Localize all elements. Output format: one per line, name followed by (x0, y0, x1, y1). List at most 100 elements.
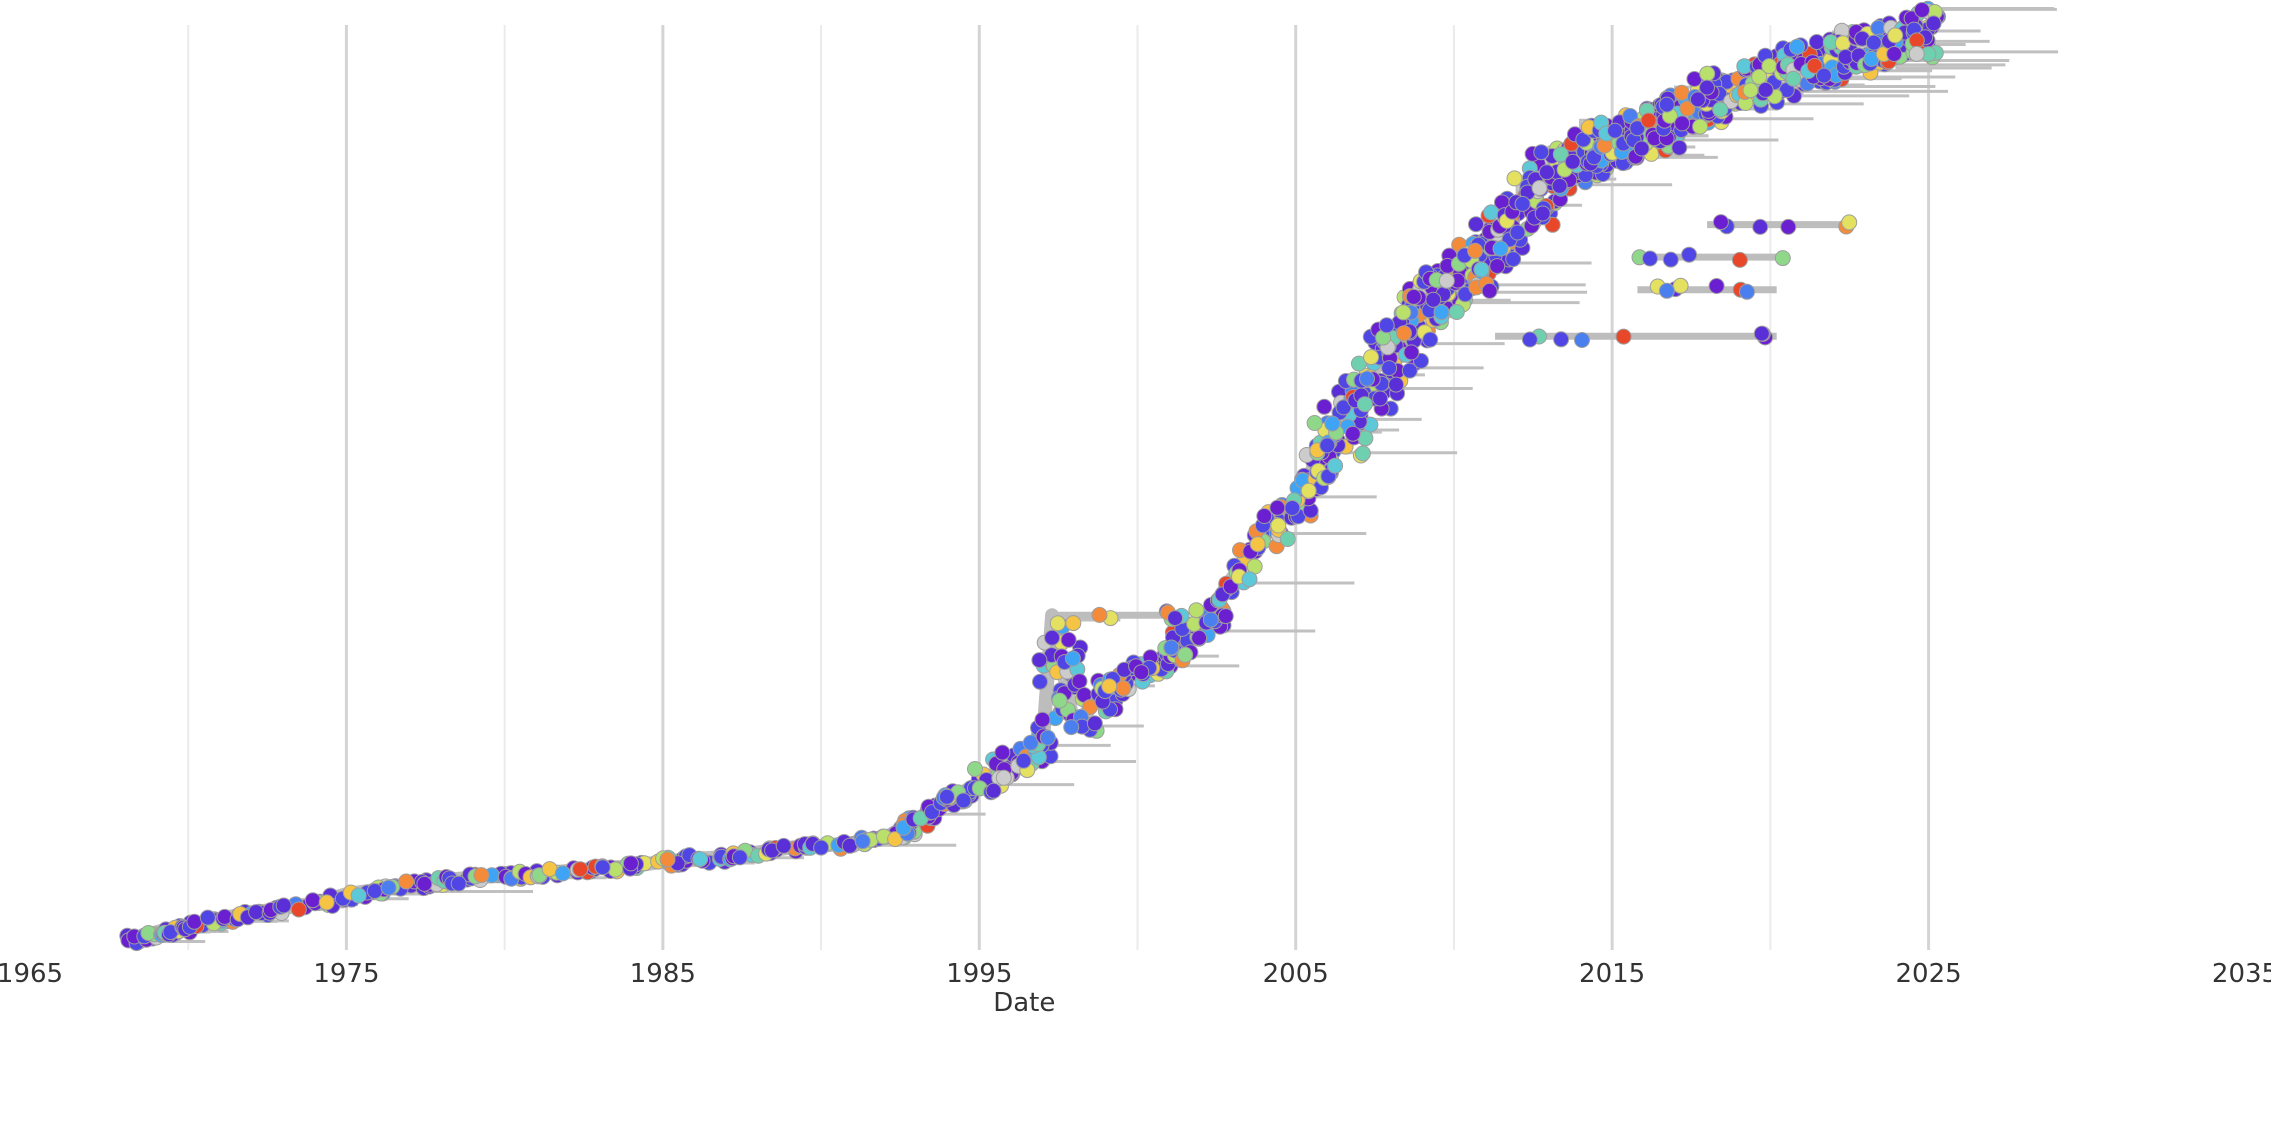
tip-point (1044, 629, 1061, 646)
tip-point (854, 833, 871, 850)
tip-point (1065, 615, 1082, 632)
tip-point (1401, 362, 1418, 379)
tip-point (199, 909, 216, 926)
tip-point (1032, 673, 1048, 690)
x-tick-label: 1975 (313, 959, 379, 989)
tip-point (1534, 205, 1551, 222)
tip-point (1699, 65, 1716, 82)
tip-point (1091, 606, 1108, 623)
tip-point (304, 892, 321, 909)
tip-point (1395, 325, 1412, 342)
tip-point (967, 761, 983, 777)
x-tick-label: 2035 (2212, 959, 2271, 989)
tip-point (1467, 242, 1484, 259)
tip-point (1086, 715, 1103, 732)
tip-point (1564, 153, 1581, 170)
tip-point (1327, 457, 1344, 474)
tip-point (1217, 608, 1234, 625)
tip-point (1671, 139, 1688, 156)
tip-point (775, 837, 792, 854)
tip-point (995, 769, 1012, 786)
tip-point (1908, 45, 1925, 62)
tip-point (290, 901, 307, 918)
tip-point (1689, 91, 1706, 108)
tip-point (1115, 680, 1132, 697)
tip-point (1063, 719, 1080, 736)
tip-point (1816, 67, 1832, 84)
tip-point (1886, 46, 1903, 62)
tip-point (1064, 650, 1081, 667)
x-tick-label: 2025 (1895, 959, 1961, 989)
tip-point (1642, 250, 1658, 267)
x-tick-label: 2015 (1579, 959, 1645, 989)
tip-point (1658, 96, 1675, 113)
tip-point (1372, 390, 1389, 407)
tip-point (1633, 140, 1650, 157)
tip-point (1551, 177, 1568, 194)
tip-point (1177, 646, 1194, 663)
tip-point (366, 883, 383, 899)
tip-point (1359, 370, 1375, 387)
tip-point (1509, 224, 1526, 241)
tree-tips (119, 0, 1947, 952)
tip-point (1731, 251, 1748, 268)
tip-point (1521, 331, 1538, 348)
tip-point (1022, 734, 1039, 751)
tip-point (1925, 15, 1942, 32)
tip-point (731, 849, 748, 866)
tip-point (1752, 218, 1769, 235)
tip-point (1403, 344, 1420, 361)
tip-point (1692, 118, 1709, 135)
tip-point (248, 904, 265, 921)
tip-point (1031, 652, 1048, 669)
tip-point (622, 855, 639, 872)
tip-point (1806, 57, 1823, 74)
tip-point (1049, 615, 1066, 632)
tip-point (1672, 277, 1689, 294)
tip-point (1381, 360, 1398, 377)
tip-point (1887, 27, 1904, 44)
tip-point (1505, 251, 1522, 268)
tip-point (1780, 218, 1797, 235)
tip-point (1306, 415, 1323, 431)
tip-point (1785, 70, 1802, 87)
tip-point (1350, 355, 1367, 372)
tip-point (1841, 214, 1858, 231)
tip-point (1319, 437, 1336, 454)
tip-point (1640, 112, 1657, 129)
tip-point (1481, 282, 1498, 299)
tip-point (1699, 79, 1715, 96)
tip-point (1742, 82, 1759, 99)
tip-point (1422, 331, 1439, 348)
tip-point (938, 788, 955, 805)
tip-point (1191, 629, 1208, 646)
tip-point (1405, 288, 1422, 305)
x-tick-label: 2005 (1263, 959, 1329, 989)
tip-point (1300, 482, 1317, 499)
tip-point (541, 861, 558, 878)
tip-point (398, 873, 415, 890)
grid-lines (187, 25, 1931, 950)
tip-point (275, 897, 292, 914)
tip-point (216, 908, 233, 925)
tip-point (1335, 399, 1352, 416)
tip-point (692, 851, 709, 868)
tip-point (186, 913, 203, 930)
tip-point (350, 887, 367, 904)
tree-branches (128, 7, 2059, 948)
tip-point (473, 867, 490, 884)
x-tick-label: 1995 (946, 959, 1012, 989)
tip-point (1808, 34, 1825, 50)
tip-point (1015, 752, 1032, 769)
tip-point (572, 861, 589, 878)
tip-point (1378, 317, 1395, 334)
tip-point (1538, 164, 1555, 181)
x-axis-ticks: 1965 1975 1985 1995 2005 2015 2025 2035 (0, 959, 2271, 989)
side-branch (1927, 7, 2057, 30)
tip-point (1473, 261, 1490, 278)
tip-point (554, 865, 571, 882)
x-tick-label: 1965 (0, 959, 63, 989)
tip-point (1284, 500, 1301, 516)
tip-point (1662, 251, 1679, 268)
